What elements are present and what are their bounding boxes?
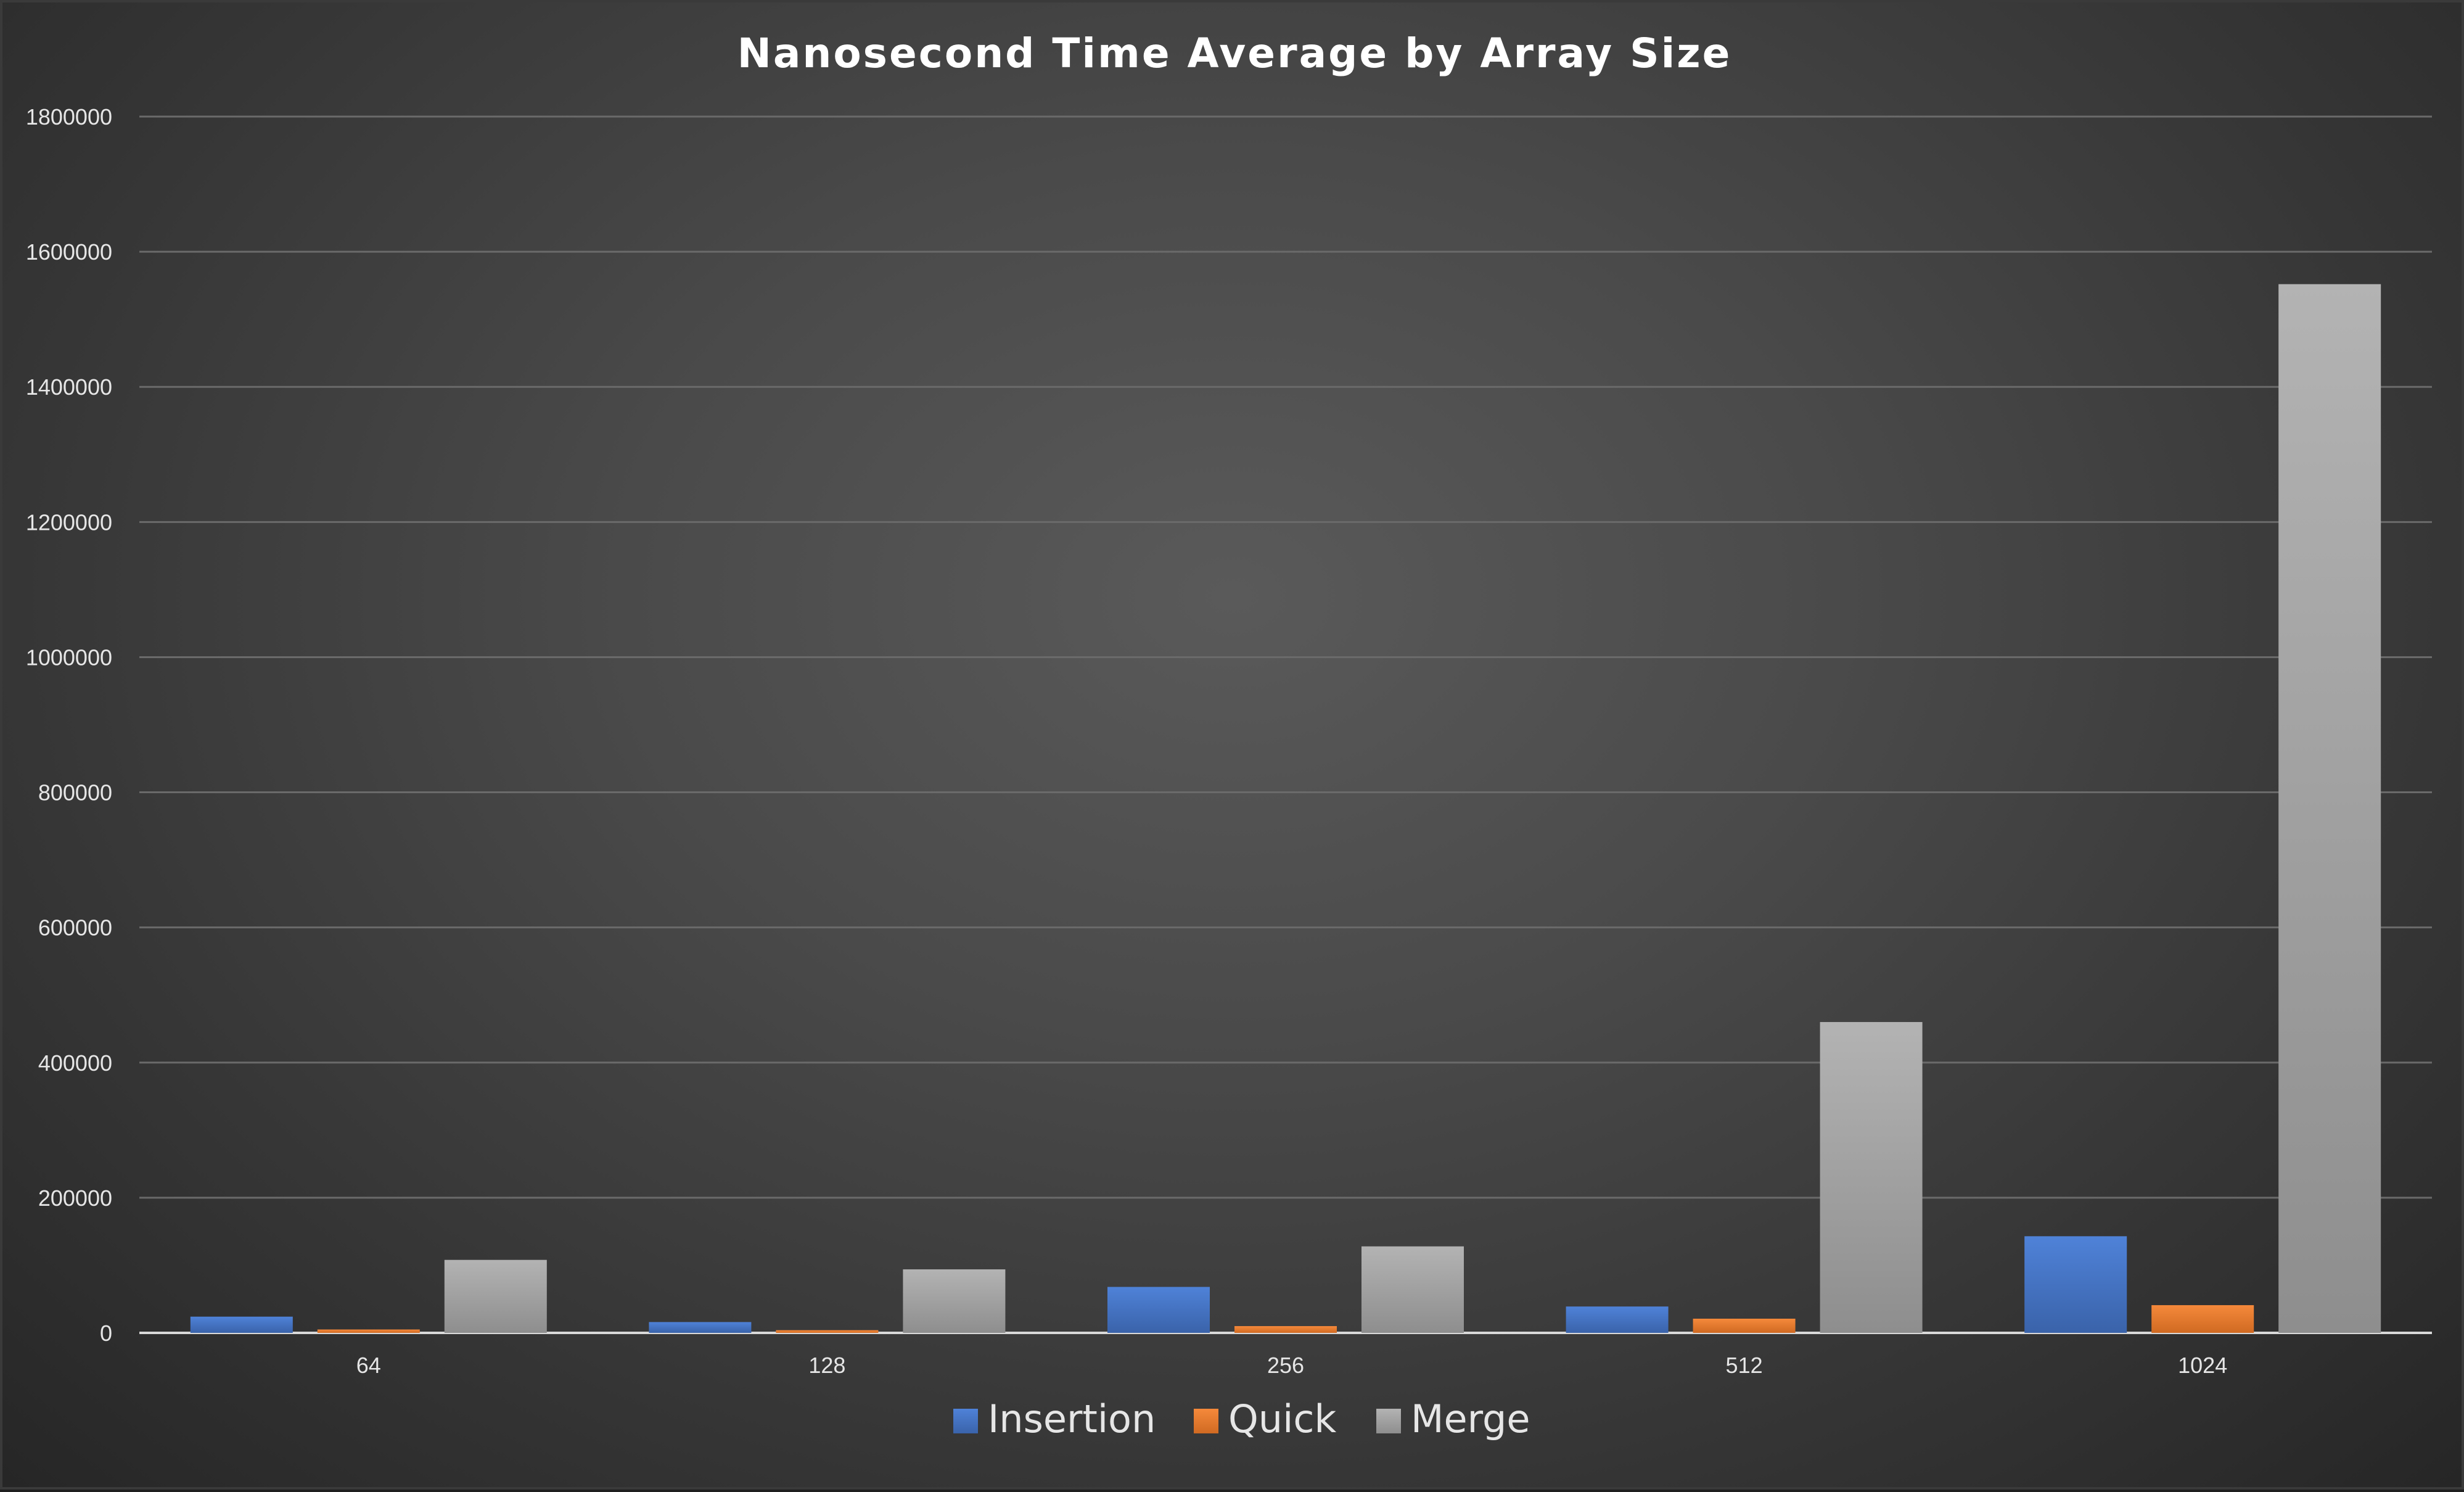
- bar-merge-1024: [2278, 284, 2381, 1333]
- bar-merge-256: [1361, 1246, 1464, 1333]
- x-axis: 64 128 256 512 1024: [356, 1353, 2227, 1378]
- bar-insertion-512: [1566, 1306, 1669, 1333]
- bar-insertion-64: [190, 1316, 293, 1333]
- y-tick-label: 1000000: [26, 645, 112, 670]
- legend-swatch-insertion: [953, 1409, 978, 1433]
- y-tick-label: 600000: [38, 915, 112, 941]
- chart-title: Nanosecond Time Average by Array Size: [737, 30, 1732, 77]
- y-tick-label: 800000: [38, 780, 112, 806]
- bar-quick-256: [1234, 1326, 1337, 1333]
- bar-merge-64: [444, 1259, 547, 1333]
- bar-merge-128: [903, 1269, 1006, 1333]
- x-tick-label: 1024: [2178, 1353, 2227, 1378]
- legend-label-quick: Quick: [1228, 1396, 1336, 1441]
- bar-quick-128: [776, 1330, 879, 1333]
- gridlines: [139, 115, 2432, 1334]
- legend-swatch-quick: [1194, 1409, 1218, 1433]
- bar-quick-1024: [2151, 1305, 2254, 1333]
- x-tick-label: 512: [1726, 1353, 1763, 1378]
- legend: Insertion Quick Merge: [953, 1396, 1530, 1441]
- bar-insertion-1024: [2024, 1236, 2127, 1333]
- bar-quick-512: [1693, 1318, 1796, 1333]
- y-tick-label: 1400000: [26, 374, 112, 400]
- y-tick-label: 0: [100, 1321, 112, 1346]
- y-axis: 0 200000 400000 600000 800000 1000000 1200000 1…: [26, 104, 112, 1346]
- x-tick-label: 128: [808, 1353, 845, 1378]
- y-tick-label: 1800000: [26, 104, 112, 130]
- bar-merge-512: [1820, 1022, 1923, 1333]
- bar-quick-64: [317, 1329, 420, 1333]
- y-tick-label: 1600000: [26, 239, 112, 265]
- bars: [190, 284, 2381, 1333]
- y-tick-label: 400000: [38, 1050, 112, 1076]
- x-tick-label: 64: [356, 1353, 381, 1378]
- legend-label-insertion: Insertion: [988, 1396, 1156, 1441]
- bar-insertion-128: [649, 1322, 752, 1333]
- y-tick-label: 200000: [38, 1185, 112, 1211]
- y-tick-label: 1200000: [26, 509, 112, 535]
- bar-insertion-256: [1107, 1287, 1210, 1333]
- legend-swatch-merge: [1376, 1409, 1401, 1433]
- legend-label-merge: Merge: [1411, 1396, 1530, 1441]
- x-tick-label: 256: [1267, 1353, 1304, 1378]
